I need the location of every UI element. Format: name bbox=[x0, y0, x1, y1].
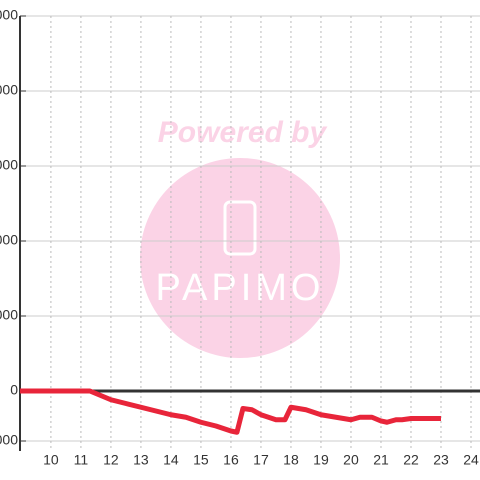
x-tick-label: 21 bbox=[373, 452, 389, 468]
x-tick-label: 22 bbox=[403, 452, 419, 468]
y-tick-label: 60,000 bbox=[0, 232, 18, 248]
x-tick-label: 23 bbox=[433, 452, 449, 468]
x-tick-label: 24 bbox=[463, 452, 479, 468]
x-tick-label: 20 bbox=[343, 452, 359, 468]
x-tick-label: 10 bbox=[43, 452, 59, 468]
y-tick-label: 120,000 bbox=[0, 82, 18, 98]
x-tick-label: 14 bbox=[163, 452, 179, 468]
x-tick-label: 19 bbox=[313, 452, 329, 468]
watermark-circle bbox=[140, 158, 340, 358]
watermark-icon bbox=[223, 200, 257, 256]
y-tick-label: 90,000 bbox=[0, 157, 18, 173]
x-tick-label: 17 bbox=[253, 452, 269, 468]
x-tick-label: 16 bbox=[223, 452, 239, 468]
x-tick-label: 15 bbox=[193, 452, 209, 468]
x-tick-label: 13 bbox=[133, 452, 149, 468]
y-tick-label: 150,000 bbox=[0, 7, 18, 23]
x-tick-label: 18 bbox=[283, 452, 299, 468]
line bbox=[20, 388, 441, 435]
y-tick-label: 30,000 bbox=[0, 307, 18, 323]
watermark-logo: PAPIMO bbox=[156, 267, 325, 309]
x-tick-label: 11 bbox=[74, 452, 89, 468]
watermark-text: Powered by bbox=[158, 116, 328, 149]
y-tick-label: 0 bbox=[10, 382, 18, 398]
x-tick-label: 12 bbox=[103, 452, 119, 468]
y-tick-label: -20,000 bbox=[0, 432, 18, 448]
